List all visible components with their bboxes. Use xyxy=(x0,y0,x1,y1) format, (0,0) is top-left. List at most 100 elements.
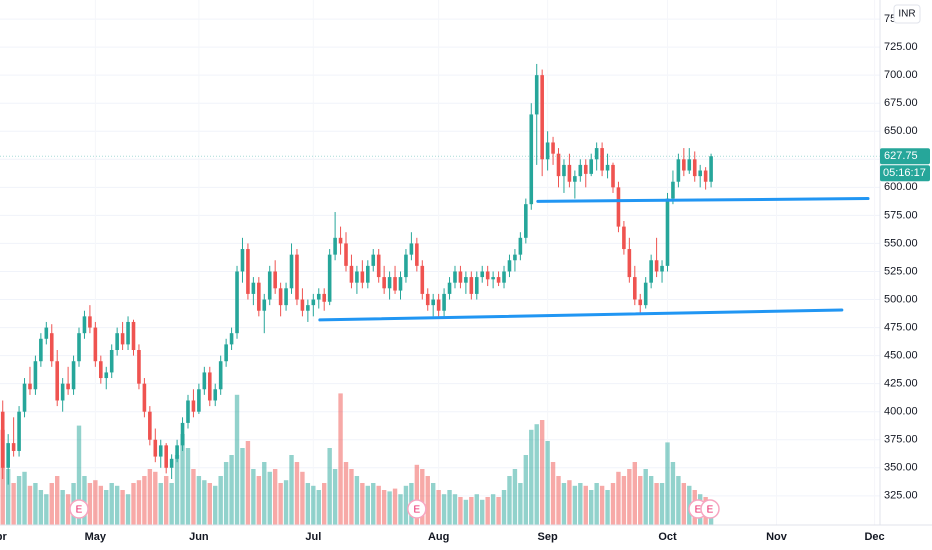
candle-body xyxy=(137,350,141,384)
volume-bar xyxy=(131,483,136,525)
volume-bar xyxy=(654,483,659,525)
volume-bar xyxy=(403,485,409,525)
candle-body xyxy=(44,327,49,339)
volume-bar xyxy=(229,455,234,525)
earnings-marker xyxy=(407,499,427,519)
candle-body xyxy=(153,439,158,457)
volume-bar xyxy=(605,490,610,525)
candle-body xyxy=(60,383,65,401)
candle-body xyxy=(632,277,637,300)
candle-body xyxy=(447,282,452,294)
volume-bar xyxy=(430,483,436,525)
volume-bar xyxy=(196,476,202,525)
candle-body xyxy=(660,265,664,272)
candle-body xyxy=(180,422,185,446)
candle-body xyxy=(251,282,256,294)
volume-bar xyxy=(153,471,158,525)
last-price-box xyxy=(880,148,930,165)
volume-bar xyxy=(632,462,637,525)
volume-bar xyxy=(163,476,169,525)
x-tick-label: Oct xyxy=(658,531,677,543)
volume-bar xyxy=(262,462,267,525)
currency-label: INR xyxy=(898,9,915,20)
volume-bar xyxy=(496,497,501,525)
candle-body xyxy=(682,159,686,171)
volume-bar xyxy=(294,462,300,525)
y-tick-label: 525.00 xyxy=(884,265,918,277)
candle-body xyxy=(611,164,615,188)
volume-bar xyxy=(589,490,594,525)
candle-body xyxy=(169,458,174,468)
volume-bar xyxy=(507,476,512,525)
candle-body xyxy=(453,271,457,283)
volume-bar xyxy=(512,469,518,525)
candle-body xyxy=(622,226,626,250)
x-tick-label: Apr xyxy=(0,531,7,543)
volume-bar xyxy=(55,476,60,525)
x-tick-label: Sep xyxy=(538,531,558,543)
volume-bar xyxy=(594,483,599,525)
currency-box xyxy=(893,4,921,24)
candle-body xyxy=(371,254,376,266)
volume-bar xyxy=(578,483,583,525)
volume-bar xyxy=(5,469,11,525)
candle-body xyxy=(415,243,419,266)
volume-bar xyxy=(572,485,578,525)
volume-bar xyxy=(44,494,49,525)
candle-body xyxy=(262,299,267,311)
candle-body xyxy=(366,265,370,283)
candle-body xyxy=(55,361,60,401)
candle-body xyxy=(82,316,87,334)
candle-body xyxy=(382,277,386,289)
volume-bar xyxy=(343,462,349,525)
volume-bar xyxy=(360,483,365,525)
candle-body xyxy=(496,277,501,283)
x-tick-label: Nov xyxy=(766,531,788,543)
y-tick-label: 450.00 xyxy=(884,350,918,362)
last-price-label: 627.75 xyxy=(884,150,918,162)
candle-body xyxy=(703,170,708,182)
candle-body xyxy=(491,277,495,280)
volume-bar xyxy=(120,490,125,525)
candle-body xyxy=(616,187,621,227)
candle-body xyxy=(235,271,239,334)
volume-bar xyxy=(223,462,229,525)
volume-bar xyxy=(523,455,529,525)
candle-body xyxy=(507,260,512,272)
candle-body xyxy=(436,299,441,311)
volume-bar xyxy=(550,462,556,525)
candle-body xyxy=(115,333,119,350)
earnings-label: E xyxy=(76,505,83,516)
volume-bar xyxy=(447,490,452,525)
volume-bar xyxy=(332,469,338,525)
countdown-box xyxy=(880,165,930,182)
volume-bar xyxy=(174,455,180,525)
volume-bar xyxy=(480,499,485,525)
volume-bar xyxy=(218,476,223,525)
candle-body xyxy=(458,271,463,283)
y-tick-label: 575.00 xyxy=(884,209,918,221)
candle-body xyxy=(600,148,604,171)
candle-body xyxy=(88,316,92,328)
candle-body xyxy=(273,271,277,289)
volume-bar xyxy=(234,394,240,525)
volume-bar xyxy=(82,476,87,525)
y-tick-label: 475.00 xyxy=(884,321,918,333)
candle-body xyxy=(605,164,610,171)
candle-body xyxy=(93,327,98,362)
candle-body xyxy=(469,277,474,294)
candle-body xyxy=(355,271,359,283)
candle-body xyxy=(529,114,534,205)
x-tick-label: Jul xyxy=(305,531,321,543)
volume-bar xyxy=(387,491,392,525)
volume-bar xyxy=(681,483,687,525)
volume-bar xyxy=(567,480,572,525)
volume-bar xyxy=(485,497,490,525)
candle-body xyxy=(257,282,261,311)
volume-bar xyxy=(283,480,289,525)
y-tick-label: 375.00 xyxy=(884,434,918,446)
volume-bar xyxy=(621,476,627,525)
candle-body xyxy=(338,237,343,244)
candle-body xyxy=(698,170,702,177)
